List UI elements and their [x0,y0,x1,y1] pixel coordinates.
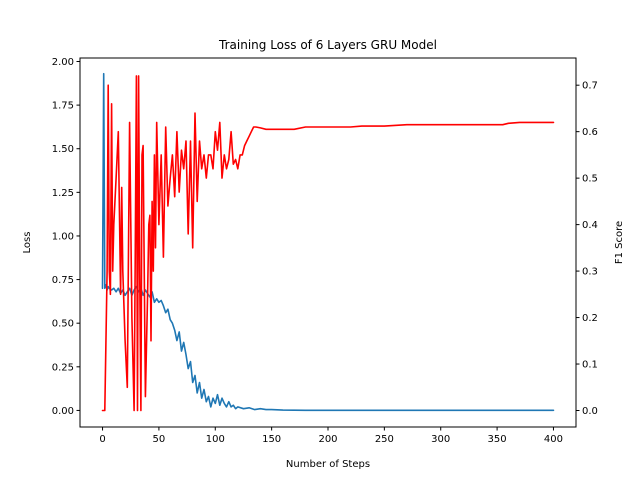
x-tick-label: 200 [318,434,337,445]
y2-axis-label: F1 Score [614,221,625,264]
x-tick-label: 50 [153,434,166,445]
x-axis-ticks: 0 50 100 150 200 250 300 350 400 [99,427,563,445]
y-tick-label: 1.00 [52,231,74,242]
x-tick-label: 0 [99,434,105,445]
y-axis-right-ticks: 0.0 0.1 0.2 0.3 0.4 0.5 0.6 0.7 [576,81,598,417]
x-tick-label: 250 [375,434,394,445]
y2-tick-label: 0.3 [582,267,598,278]
y-tick-label: 1.25 [52,188,74,199]
series-layer [101,72,555,412]
y-tick-label: 2.00 [52,57,74,68]
x-tick-label: 100 [206,434,225,445]
y-tick-label: 0.50 [52,319,74,330]
y2-tick-label: 0.6 [582,127,598,138]
y2-tick-label: 0.7 [582,81,598,92]
y2-tick-label: 0.4 [582,220,598,231]
y-tick-label: 0.75 [52,275,74,286]
x-tick-label: 150 [262,434,281,445]
y2-tick-label: 0.2 [582,313,598,324]
x-tick-label: 350 [488,434,507,445]
y2-tick-label: 0.5 [582,174,598,185]
y-tick-label: 0.00 [52,406,74,417]
chart-title: Training Loss of 6 Layers GRU Model [218,38,437,52]
y-tick-label: 1.50 [52,144,74,155]
y-axis-left-ticks: 0.00 0.25 0.50 0.75 1.00 1.25 1.50 1.75 2.00 [52,57,80,417]
y-axis-label: Loss [22,232,33,254]
x-tick-label: 300 [431,434,450,445]
f1-score-line [101,75,555,412]
x-axis-label: Number of Steps [286,459,370,470]
y2-tick-label: 0.1 [582,360,598,371]
y-tick-label: 0.25 [52,362,74,373]
x-tick-label: 400 [544,434,563,445]
y2-tick-label: 0.0 [582,406,598,417]
y-tick-label: 1.75 [52,101,74,112]
